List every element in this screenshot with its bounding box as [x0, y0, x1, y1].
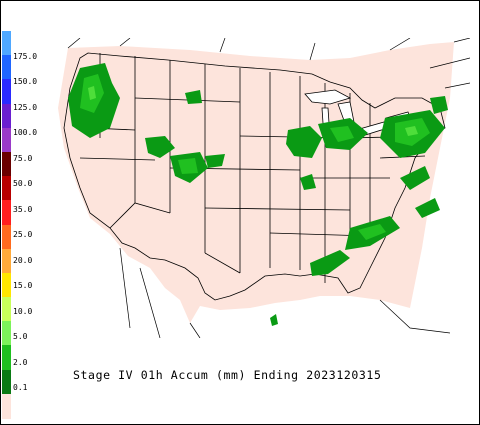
legend-label: 0.1 [13, 383, 28, 392]
legend-swatch [2, 393, 11, 419]
legend-swatch [2, 200, 11, 225]
legend-swatch [2, 127, 11, 153]
legend-swatch [2, 321, 11, 346]
legend-swatch [2, 369, 11, 395]
legend-swatch [2, 151, 11, 177]
legend-label: 100.0 [13, 128, 38, 137]
legend-label: 2.0 [13, 358, 28, 367]
legend-label: 10.0 [13, 307, 33, 316]
legend-label: 175.0 [13, 52, 38, 61]
precip-legend: 175.0 150.0 125.0 100.0 75.0 50.0 35.0 2… [2, 31, 50, 419]
legend-label: 150.0 [13, 77, 38, 86]
legend-swatch [2, 103, 11, 129]
international-coastlines [67, 38, 470, 338]
land-area [58, 42, 454, 323]
legend-label: 75.0 [13, 154, 33, 163]
legend-swatch [2, 272, 11, 298]
us-precip-map [58, 38, 470, 338]
legend-swatch [2, 345, 11, 371]
legend-swatch [2, 55, 11, 80]
legend-label: 35.0 [13, 205, 33, 214]
precip-cells [68, 63, 448, 326]
legend-swatch [2, 297, 11, 322]
legend-swatch [2, 176, 11, 201]
legend-label: 15.0 [13, 281, 33, 290]
legend-swatch [2, 79, 11, 105]
legend-label: 125.0 [13, 103, 38, 112]
legend-swatch [2, 31, 11, 56]
legend-swatch [2, 224, 11, 250]
legend-label: 20.0 [13, 256, 33, 265]
legend-label: 50.0 [13, 179, 33, 188]
legend-label: 5.0 [13, 332, 28, 341]
legend-label: 25.0 [13, 230, 33, 239]
map-caption: Stage IV 01h Accum (mm) Ending 202312031… [73, 368, 382, 382]
legend-swatch [2, 248, 11, 274]
